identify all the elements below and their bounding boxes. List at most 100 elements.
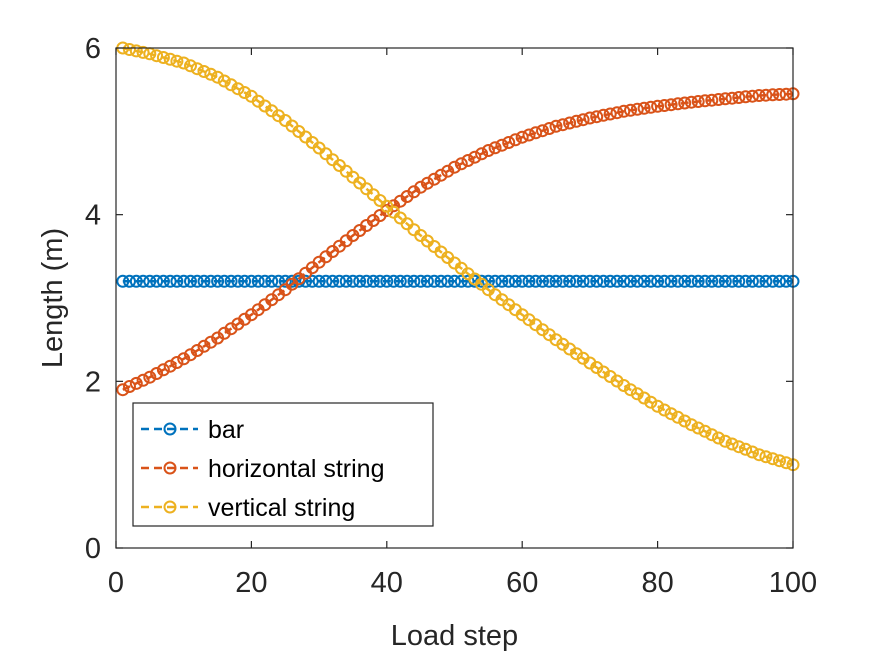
data-point	[427, 172, 441, 186]
data-point	[414, 180, 428, 194]
data-point	[603, 107, 617, 121]
data-point	[129, 274, 143, 288]
data-point	[718, 274, 732, 288]
data-point	[393, 274, 407, 288]
data-point	[590, 274, 604, 288]
data-point	[211, 70, 225, 84]
data-point	[542, 274, 556, 288]
data-point	[197, 339, 211, 353]
x-tick-label: 60	[506, 567, 538, 599]
data-point	[671, 97, 685, 111]
series-vertical-string	[116, 41, 800, 472]
data-point	[495, 138, 509, 152]
data-point	[671, 274, 685, 288]
data-point	[739, 274, 753, 288]
data-point	[739, 90, 753, 104]
data-point	[617, 104, 631, 118]
data-point	[319, 274, 333, 288]
data-point	[177, 274, 191, 288]
data-point	[664, 98, 678, 112]
legend-marker	[163, 422, 177, 436]
data-point	[549, 119, 563, 133]
data-point	[515, 274, 529, 288]
series-horizontal-string	[116, 87, 800, 397]
data-point	[231, 274, 245, 288]
legend-box	[132, 402, 434, 527]
data-point	[502, 274, 516, 288]
data-point	[346, 274, 360, 288]
data-point	[556, 274, 570, 288]
data-point	[617, 379, 631, 392]
legend: bar horizontal string vertical string	[132, 402, 434, 527]
data-point	[387, 274, 401, 288]
data-point	[217, 74, 231, 88]
data-point	[272, 274, 285, 288]
data-point	[508, 274, 522, 288]
data-point	[698, 94, 712, 108]
axis-ticks: 0 20 40 60 80 100 0 2 4 6	[85, 33, 817, 599]
data-point	[123, 380, 136, 393]
data-point	[224, 78, 238, 92]
data-point	[190, 62, 204, 76]
data-point	[448, 160, 461, 174]
data-point	[488, 274, 502, 288]
data-point	[603, 274, 617, 288]
data-point	[231, 82, 245, 96]
legend-label: horizontal string	[208, 455, 384, 483]
data-point	[434, 274, 448, 288]
data-point	[536, 274, 549, 288]
data-point	[163, 359, 177, 373]
data-point	[773, 274, 786, 288]
data-point	[184, 59, 197, 73]
data-point	[732, 440, 746, 454]
data-point	[630, 102, 644, 116]
y-tick-label: 6	[85, 33, 101, 65]
y-tick-label: 2	[85, 366, 101, 398]
data-point	[536, 124, 549, 138]
data-point	[481, 144, 495, 157]
data-point	[705, 93, 719, 107]
data-point	[657, 99, 671, 112]
data-point	[684, 418, 698, 432]
data-point	[136, 373, 150, 387]
data-point	[637, 391, 651, 405]
data-point	[630, 387, 644, 401]
data-point	[360, 274, 373, 288]
data-point	[204, 335, 218, 349]
data-point	[136, 274, 150, 288]
data-point	[495, 274, 509, 288]
data-point	[407, 274, 421, 288]
data-point	[725, 274, 739, 288]
data-point	[339, 274, 353, 288]
legend-marker	[163, 461, 177, 475]
data-point	[563, 274, 577, 288]
data-point	[563, 116, 577, 130]
data-point	[184, 348, 197, 362]
data-point	[684, 95, 698, 109]
x-tick-label: 100	[769, 567, 817, 599]
y-tick-label: 4	[85, 200, 101, 232]
data-point	[156, 363, 170, 377]
data-point	[759, 274, 773, 288]
data-point	[698, 274, 712, 288]
legend-label: vertical string	[208, 494, 355, 522]
data-point	[556, 118, 570, 132]
data-point	[380, 274, 394, 288]
data-point	[420, 176, 434, 190]
data-point	[624, 383, 637, 397]
data-point	[454, 274, 468, 288]
y-axis-label: Length (m)	[37, 228, 69, 368]
data-point	[773, 454, 786, 468]
data-point	[657, 274, 671, 288]
data-point	[671, 410, 685, 424]
data-point	[624, 103, 637, 117]
data-point	[224, 274, 238, 288]
data-point	[637, 274, 651, 288]
data-point	[718, 92, 732, 106]
data-point	[712, 431, 725, 445]
data-point	[732, 91, 746, 104]
data-point	[204, 274, 218, 288]
data-point	[211, 274, 225, 288]
data-point	[529, 274, 543, 288]
data-point	[779, 274, 793, 288]
